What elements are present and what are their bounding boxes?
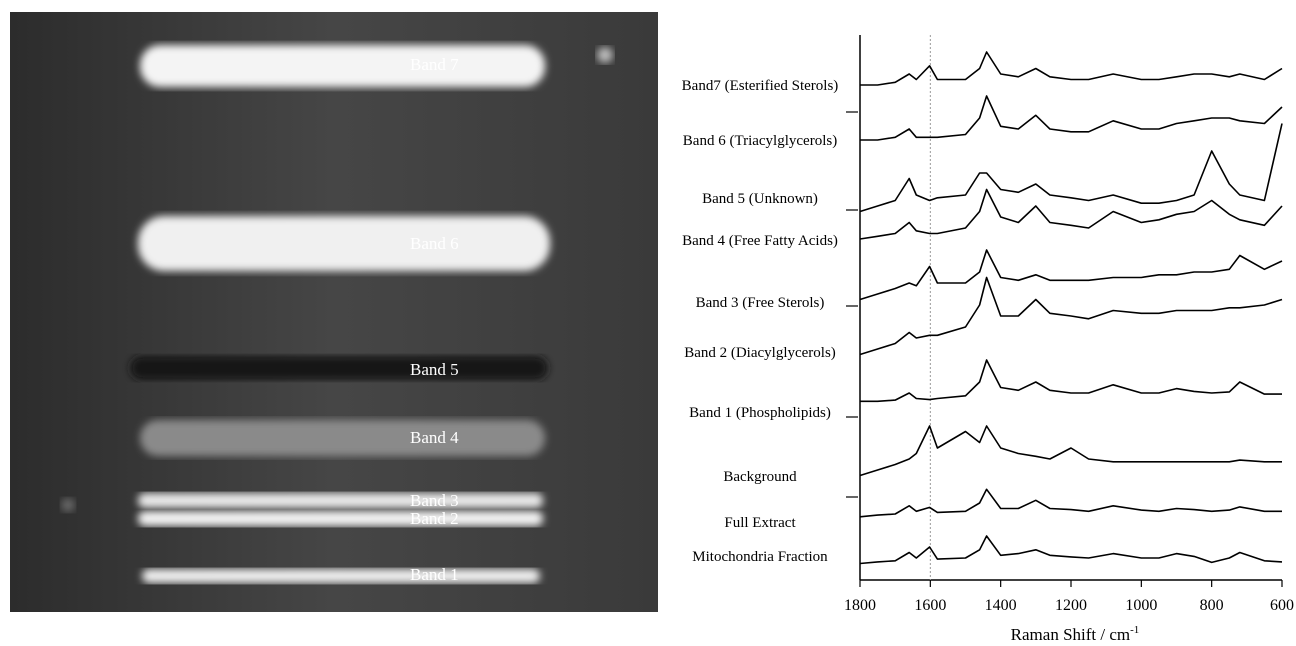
band-label: Band 3 (410, 491, 459, 510)
spectrum-label: Band 3 (Free Sterols) (696, 295, 825, 311)
band-spot (138, 216, 550, 271)
x-tick-label: 1800 (844, 597, 876, 614)
spectrum-label: Band 6 (Triacylglycerols) (683, 133, 837, 149)
band-spot (138, 493, 543, 508)
spectrum-label: Full Extract (724, 515, 796, 531)
x-axis-title-sup: -1 (1130, 624, 1139, 636)
spectrum-label: Background (723, 469, 797, 485)
spot (61, 498, 75, 512)
band-label: Band 6 (410, 234, 459, 253)
band-label: Band 2 (410, 509, 459, 528)
spot (597, 47, 613, 63)
spectrum-label: Band 1 (Phospholipids) (689, 405, 831, 421)
x-tick-label: 1600 (914, 597, 946, 614)
x-tick-label: 1000 (1125, 597, 1157, 614)
band-spot (142, 569, 540, 583)
spectrum-label: Band 2 (Diacylglycerols) (684, 345, 836, 361)
band-label: Band 4 (410, 428, 459, 447)
spectrum (860, 51, 1283, 86)
band-label: Band 7 (410, 55, 459, 74)
spectrum (859, 276, 1283, 356)
spectrum (860, 359, 1282, 403)
x-tick-label: 1200 (1055, 597, 1087, 614)
x-axis-title: Raman Shift / cm-1 (1011, 624, 1140, 644)
spectrum (859, 425, 1282, 477)
spectrum (859, 188, 1283, 240)
spectrum (859, 535, 1283, 565)
spectrum-label: Band 4 (Free Fatty Acids) (682, 233, 838, 249)
spectrum-label: Mitochondria Fraction (692, 549, 828, 565)
band-label: Band 1 (410, 565, 459, 584)
band-spot (140, 45, 545, 87)
x-axis-title-text: Raman Shift / cm (1011, 625, 1130, 644)
band-label: Band 5 (410, 360, 459, 379)
separator-ticks (846, 111, 858, 498)
band-spot (138, 511, 543, 526)
x-tick-label: 600 (1270, 597, 1294, 614)
spectra-chart: Raman Shift / cm-1 1800 1600 1400 1200 1000 8… (682, 35, 1294, 644)
x-tick-label: 1400 (985, 597, 1017, 614)
spectrum-label: Band7 (Esterified Sterols) (682, 78, 839, 94)
spectrum (860, 95, 1283, 141)
x-tick-label: 800 (1200, 597, 1224, 614)
spectrum-label: Band 5 (Unknown) (702, 191, 818, 207)
spectrum (859, 249, 1283, 301)
band-spot (130, 356, 548, 380)
spectrum (859, 488, 1282, 518)
band-spot (140, 420, 545, 456)
spectrum (859, 123, 1283, 213)
